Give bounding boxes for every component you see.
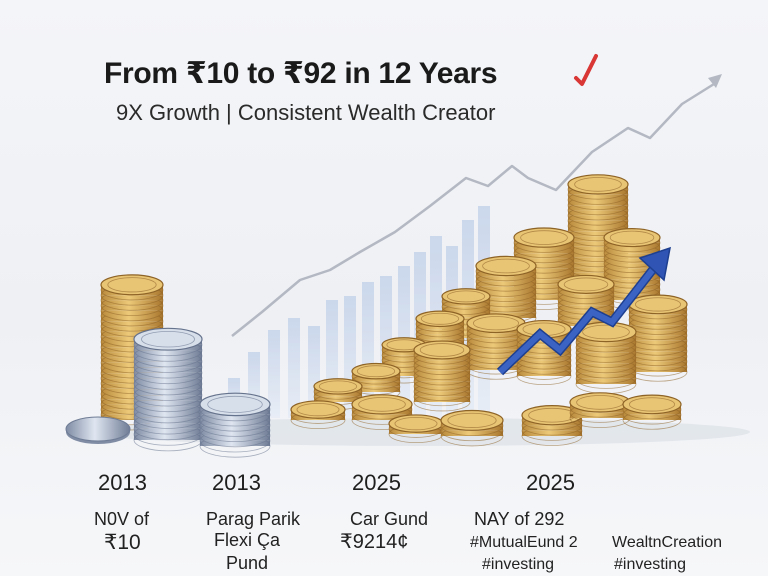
- growth-arrow-icon: [496, 246, 671, 376]
- caption-line: Car Gund: [350, 509, 429, 529]
- page-subtitle: 9X Growth | Consistent Wealth Creator: [116, 100, 496, 125]
- silver-coin-stack-short: [199, 392, 271, 458]
- year-label: 2025: [352, 470, 401, 495]
- loose-silver-coin: [65, 416, 131, 444]
- background-trend-line: [231, 82, 715, 337]
- caption-line: ₹9214¢: [340, 531, 409, 553]
- page-title: From ₹10 to ₹92 in 12 Years: [104, 57, 498, 90]
- caption-line: #investing: [482, 556, 555, 573]
- check-mark-icon: [574, 54, 598, 86]
- caption-line: N0V of: [94, 509, 150, 529]
- year-label: 2013: [212, 470, 261, 495]
- caption-line: NAY of 292: [474, 509, 565, 529]
- caption-line: Flexi Ça: [214, 530, 281, 550]
- caption-line: Pund: [226, 553, 269, 573]
- caption-line: Parag Parik: [206, 509, 301, 529]
- caption-line: WealtnCreation: [612, 534, 722, 551]
- year-label: 2013: [98, 470, 147, 495]
- caption-line: #investing: [614, 556, 687, 573]
- caption-line: #MutualEund 2: [470, 534, 578, 551]
- caption-line: ₹10: [104, 531, 141, 554]
- silver-coin-stack-tall: [133, 327, 203, 452]
- year-label: 2025: [526, 470, 575, 495]
- gold-coin-cluster-2025: [290, 174, 688, 447]
- gold-coin-stack-2013: [100, 274, 164, 431]
